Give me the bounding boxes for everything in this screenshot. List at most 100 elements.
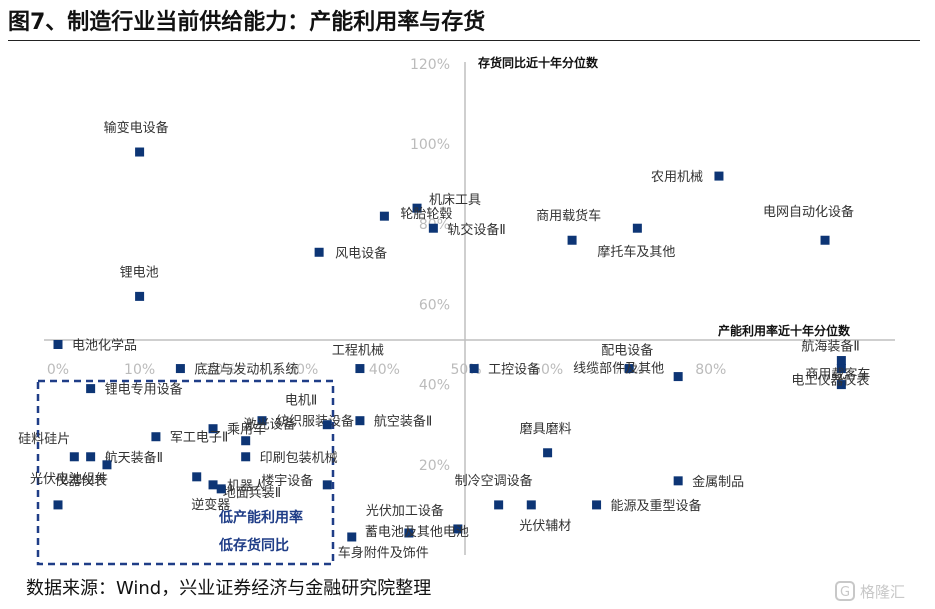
data-point: 机器人 [208, 479, 266, 494]
point-label: 激光设备 [244, 417, 296, 433]
point-label: 电机Ⅱ [285, 394, 317, 409]
point-marker [592, 500, 602, 510]
y-tick-label: 100% [410, 137, 450, 153]
point-label: 输变电设备 [104, 120, 169, 136]
point-label: 电池化学品 [72, 338, 137, 354]
point-marker [86, 452, 96, 462]
point-marker [241, 452, 251, 462]
point-label: 硅料硅片 [18, 432, 70, 447]
point-label: 磨具磨料 [520, 422, 572, 437]
point-marker [102, 460, 112, 470]
point-label: 光伏电池组件 [30, 472, 108, 487]
data-point: 航空装备Ⅱ [355, 414, 432, 430]
point-marker [86, 384, 96, 394]
point-marker [314, 247, 324, 257]
point-label: 商用载货车 [536, 208, 601, 224]
point-marker [208, 480, 218, 490]
data-point: 光伏辅材 [519, 500, 571, 534]
y-axis-title: 存货同比近十年分位数 [477, 55, 599, 70]
point-marker [322, 480, 332, 490]
point-label: 军工电子Ⅱ [170, 431, 228, 446]
data-point: 底盘与发动机系统 [175, 362, 298, 378]
point-marker [208, 424, 218, 434]
data-point: 商用载货车 [536, 208, 601, 245]
point-label: 商用载客车 [805, 367, 870, 383]
data-point: 楼宇设备 [261, 473, 332, 490]
point-label: 线缆部件及其他 [573, 361, 664, 377]
point-label: 工控设备 [488, 362, 540, 378]
y-tick-label: 20% [419, 458, 450, 474]
point-label: 机器人 [227, 479, 266, 494]
data-point: 逆变器 [191, 484, 230, 513]
chart-title: 图7、制造行业当前供给能力：产能利用率与存货 [8, 10, 486, 35]
data-point: 电机Ⅱ [285, 394, 332, 430]
point-marker [53, 500, 63, 510]
data-point: 电工仪器仪表 [791, 374, 869, 390]
data-point: 航海装备Ⅱ [801, 339, 860, 366]
data-point: 风电设备 [314, 245, 387, 261]
data-point: 蓄电池及其他电池 [365, 525, 469, 540]
point-label: 蓄电池及其他电池 [365, 525, 469, 540]
point-label: 轨交设备Ⅱ [447, 222, 505, 238]
watermark-logo: G 格隆汇 [835, 581, 905, 601]
point-marker [412, 203, 422, 213]
point-marker [714, 171, 724, 181]
point-label: 制冷空调设备 [455, 473, 533, 489]
data-point: 制冷空调设备 [455, 473, 533, 510]
point-label: 地面兵装Ⅱ [223, 486, 281, 501]
point-label: 仪器仪表 [55, 474, 107, 489]
point-marker [216, 484, 226, 494]
data-point: 电网自动化设备 [763, 204, 854, 245]
point-label: 金属制品 [692, 474, 744, 490]
point-label: 底盘与发动机系统 [194, 362, 298, 378]
point-marker [567, 235, 577, 245]
point-label: 能源及重型设备 [611, 498, 702, 514]
data-point: 摩托车及其他 [597, 223, 675, 260]
data-point: 航天装备Ⅱ [86, 450, 163, 466]
point-label: 工程机械 [332, 344, 384, 359]
point-label: 纺织服装设备 [276, 414, 354, 430]
x-tick-label: 0% [47, 362, 69, 378]
data-point: 配电设备 [601, 343, 653, 374]
point-label: 电网自动化设备 [763, 204, 854, 220]
point-marker [355, 364, 365, 374]
point-label: 电工仪器仪表 [791, 374, 869, 389]
annotation-label: 低产能利用率 [218, 509, 303, 526]
data-point: 磨具磨料 [520, 422, 572, 458]
point-marker [257, 416, 267, 426]
data-point: 锂电池 [120, 265, 159, 301]
point-marker [379, 211, 389, 221]
point-label: 乘用车 [227, 422, 266, 438]
point-marker [355, 416, 365, 426]
data-point: 地面兵装Ⅱ [192, 472, 281, 501]
point-marker [404, 528, 414, 538]
data-point: 线缆部件及其他 [573, 361, 683, 382]
x-axis-title: 产能利用率近十年分位数 [718, 323, 851, 338]
point-marker [820, 235, 830, 245]
points-layer: 输变电设备锂电池电池化学品底盘与发动机系统锂电专用设备纺织服装设备乘用车军工电子… [18, 120, 870, 561]
data-point: 工程机械 [332, 344, 384, 374]
data-point: 激光设备 [241, 417, 296, 446]
point-marker [192, 472, 202, 482]
point-marker [135, 147, 145, 157]
data-point: 仪器仪表 [55, 460, 112, 489]
data-point: 轨交设备Ⅱ [428, 222, 506, 238]
point-marker [836, 364, 846, 374]
data-point: 输变电设备 [104, 120, 169, 157]
data-point: 机床工具 [412, 193, 481, 213]
point-label: 风电设备 [335, 245, 387, 261]
point-marker [836, 356, 846, 366]
point-marker [836, 380, 846, 390]
point-marker [322, 420, 332, 430]
point-label: 配电设备 [601, 343, 653, 359]
data-point: 轮胎轮毂 [379, 207, 452, 222]
point-marker [673, 372, 683, 382]
point-label: 摩托车及其他 [597, 244, 675, 260]
point-label: 车身附件及饰件 [338, 545, 429, 561]
point-marker [53, 340, 63, 349]
point-label: 光伏加工设备 [366, 503, 444, 519]
point-marker [453, 524, 463, 534]
point-marker [673, 476, 683, 486]
